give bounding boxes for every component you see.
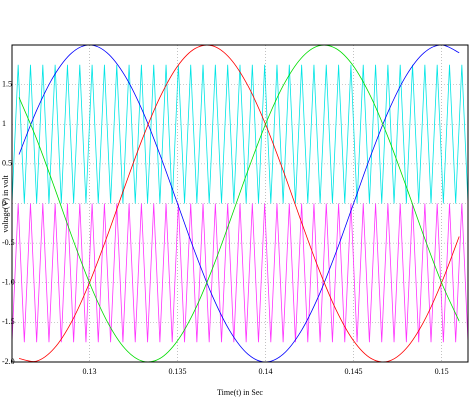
x-tick-label: 0.14: [259, 367, 273, 376]
series-line: [12, 203, 468, 343]
x-axis-label: Time(t) in Sec: [217, 388, 263, 397]
y-tick-label: -2.0: [2, 357, 15, 366]
y-tick-label: 0: [2, 198, 6, 207]
y-tick-label: -1.0: [2, 278, 15, 287]
x-tick-label: 0.15: [435, 367, 449, 376]
plot-frame: [11, 44, 469, 363]
y-axis-label: voltage(V) in volt: [1, 175, 10, 233]
x-tick-label: 0.13: [82, 367, 96, 376]
y-tick-label: 1: [2, 119, 6, 128]
series-line: [12, 64, 468, 204]
series-line: [18, 45, 460, 362]
y-tick-label: -1.5: [2, 317, 15, 326]
x-tick-label: 0.135: [168, 367, 186, 376]
y-tick-label: 0.5: [2, 159, 12, 168]
series-line: [18, 45, 460, 362]
y-tick-label: -0.5: [2, 238, 15, 247]
y-tick-label: 1.5: [2, 79, 12, 88]
x-tick-label: 0.145: [345, 367, 363, 376]
labels: 0.13 0.135 0.14 0.145 0.15 1.5 1 0.5 0 -0.5 -1.0 -1…: [2, 79, 449, 375]
